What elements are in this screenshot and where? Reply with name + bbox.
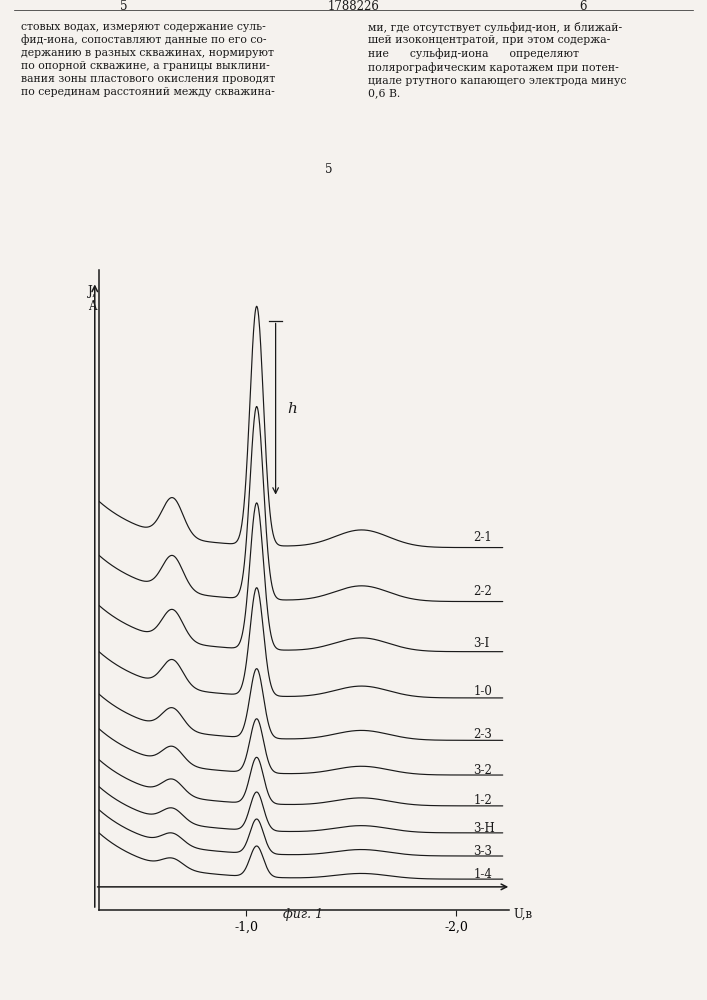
Text: 3-I: 3-I [473, 637, 489, 650]
Text: 5: 5 [120, 0, 127, 13]
Text: 6: 6 [580, 0, 587, 13]
Text: 1-4: 1-4 [473, 868, 492, 881]
Text: 2-1: 2-1 [473, 531, 492, 544]
Text: 1-2: 1-2 [473, 794, 492, 807]
Text: 1-0: 1-0 [473, 685, 492, 698]
Text: U,в: U,в [513, 908, 532, 921]
Text: 1788226: 1788226 [327, 0, 380, 13]
Text: 3-2: 3-2 [473, 764, 492, 777]
Text: 2-2: 2-2 [473, 585, 492, 598]
Text: ми, где отсутствует сульфид-ион, и ближай-
шей изоконцентратой, при этом содержа: ми, где отсутствует сульфид-ион, и ближа… [368, 22, 626, 99]
Text: 5: 5 [325, 163, 332, 176]
Text: h: h [287, 402, 297, 416]
Text: фиг. 1: фиг. 1 [283, 908, 323, 921]
Text: J,
A: J, A [88, 285, 97, 313]
Text: 3-H: 3-H [473, 822, 495, 835]
Text: 3-3: 3-3 [473, 845, 492, 858]
Text: стовых водах, измеряют содержание суль-
фид-иона, сопоставляют данные по его со-: стовых водах, измеряют содержание суль- … [21, 22, 276, 97]
Text: 2-3: 2-3 [473, 728, 492, 741]
